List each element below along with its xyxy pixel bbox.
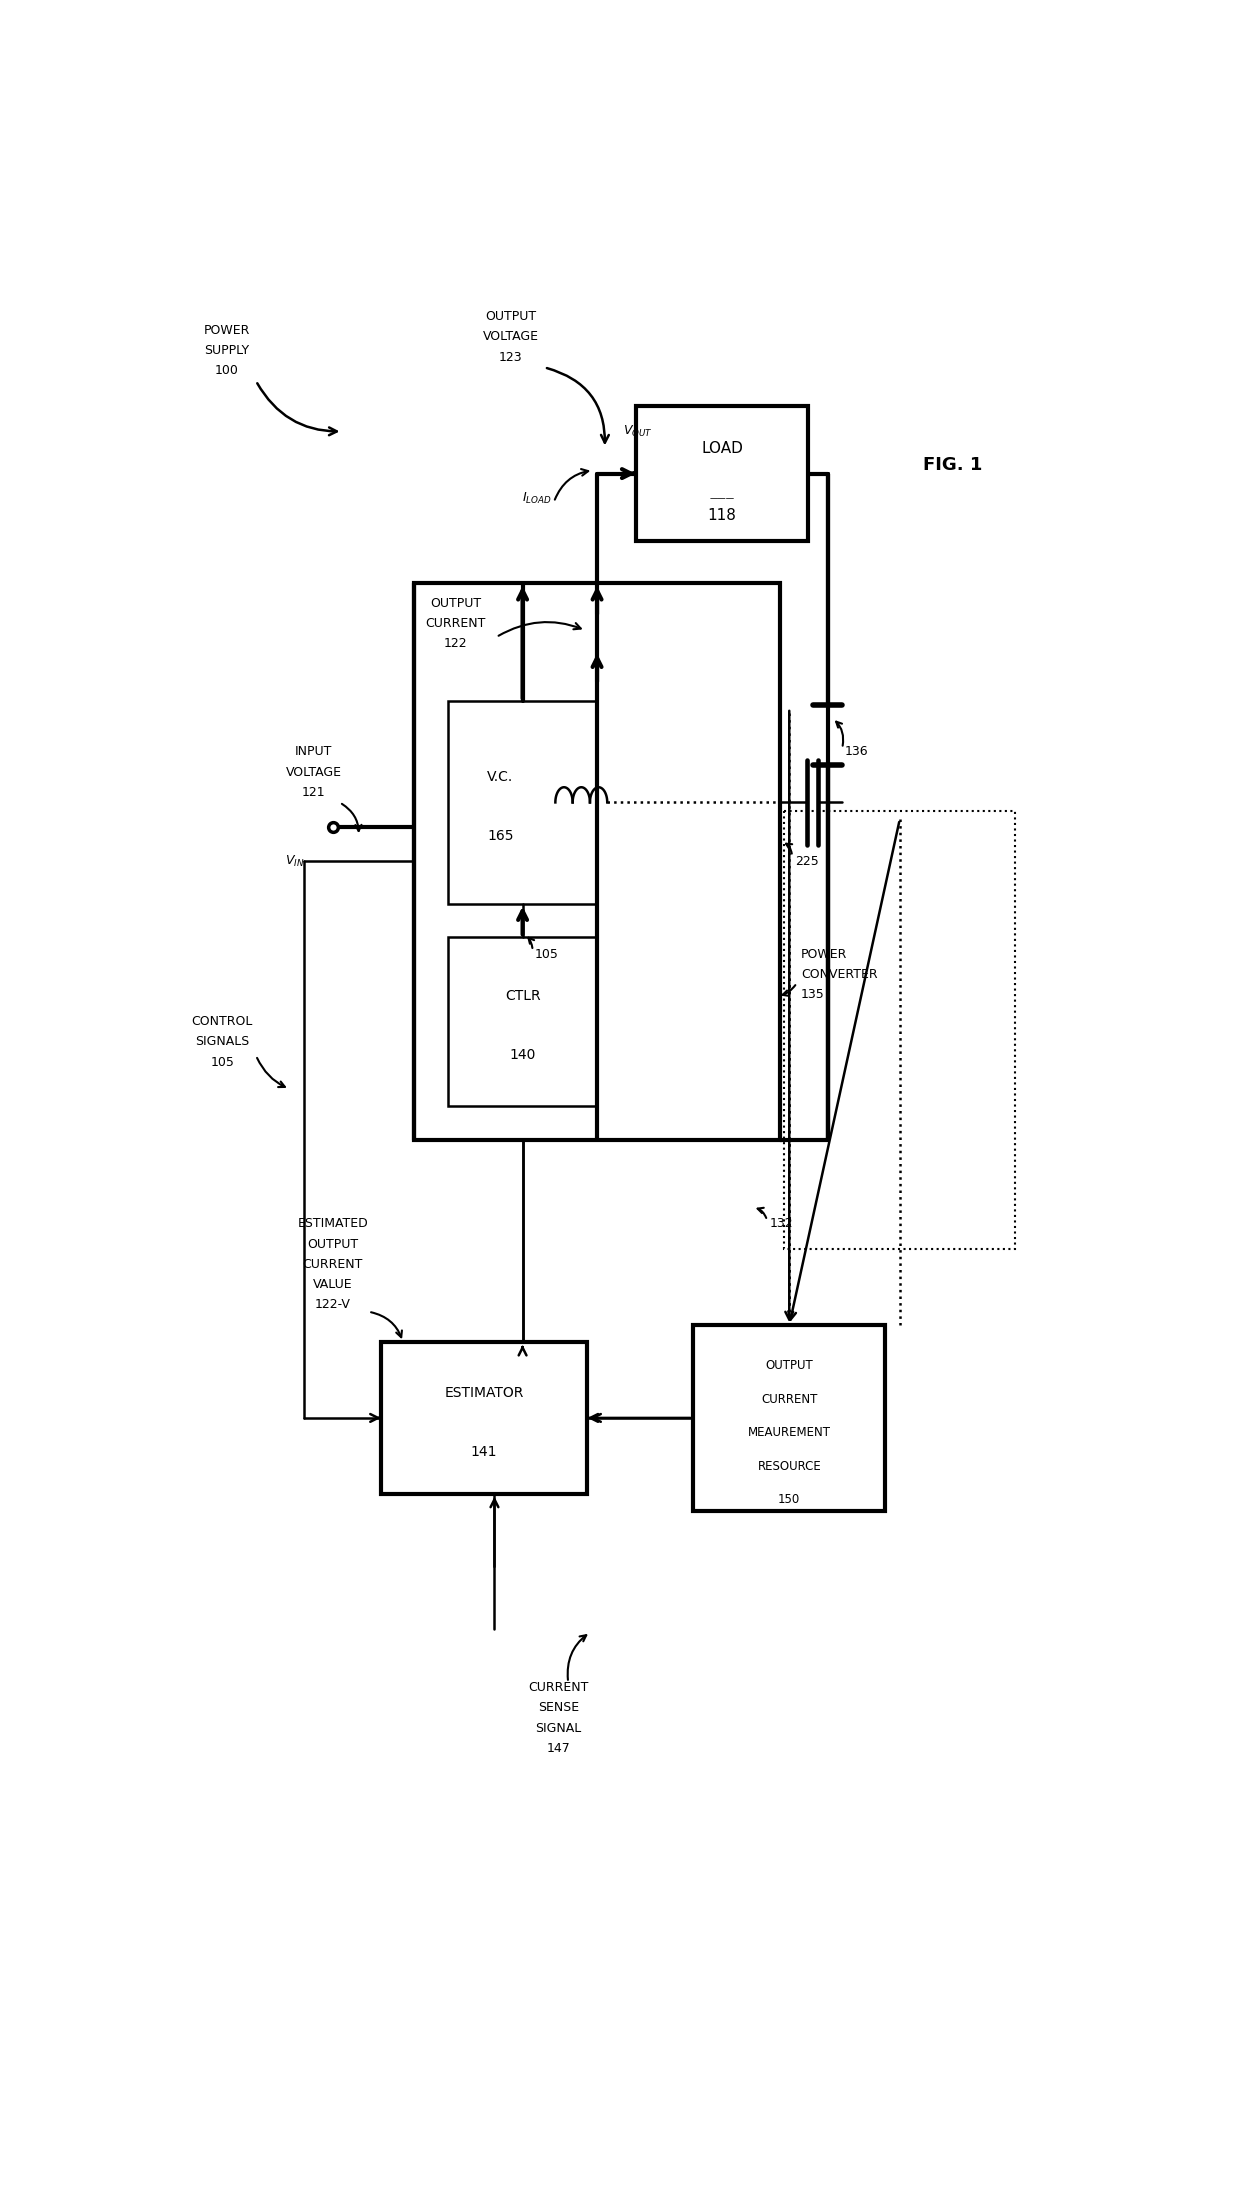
- Text: INPUT: INPUT: [295, 745, 332, 758]
- Text: CONVERTER: CONVERTER: [801, 968, 878, 981]
- Bar: [635, 405, 808, 541]
- Text: 123: 123: [498, 350, 522, 364]
- Text: OUTPUT: OUTPUT: [430, 598, 481, 611]
- Text: SUPPLY: SUPPLY: [205, 344, 249, 357]
- Bar: [448, 701, 596, 904]
- Text: $I_{LOAD}$: $I_{LOAD}$: [522, 491, 552, 506]
- Text: 147: 147: [547, 1741, 570, 1754]
- Text: ESTIMATED: ESTIMATED: [298, 1218, 368, 1231]
- Text: VOLTAGE: VOLTAGE: [482, 331, 538, 344]
- Text: CURRENT: CURRENT: [425, 618, 486, 631]
- Text: 165: 165: [487, 830, 513, 843]
- Text: CURRENT: CURRENT: [761, 1393, 817, 1406]
- Text: POWER: POWER: [801, 948, 847, 961]
- Text: CTLR: CTLR: [505, 990, 541, 1003]
- Bar: [414, 583, 780, 1139]
- Text: 136: 136: [844, 745, 869, 758]
- Text: $V_{OUT}$: $V_{OUT}$: [622, 425, 652, 438]
- Text: VALUE: VALUE: [312, 1279, 352, 1292]
- Text: CURRENT: CURRENT: [528, 1682, 589, 1695]
- Text: SIGNAL: SIGNAL: [536, 1721, 582, 1734]
- Text: MEAUREMENT: MEAUREMENT: [748, 1426, 831, 1439]
- Text: $V_{IN}$: $V_{IN}$: [284, 854, 304, 869]
- Text: SENSE: SENSE: [538, 1702, 579, 1715]
- Text: 135: 135: [801, 988, 825, 1001]
- Bar: [693, 1325, 885, 1511]
- Text: CONTROL: CONTROL: [192, 1016, 253, 1027]
- Text: RESOURCE: RESOURCE: [758, 1461, 821, 1472]
- Text: 122: 122: [444, 637, 467, 650]
- Text: VOLTAGE: VOLTAGE: [285, 766, 341, 780]
- Bar: [785, 810, 1016, 1248]
- Text: CURRENT: CURRENT: [303, 1257, 363, 1270]
- Text: OUTPUT: OUTPUT: [485, 311, 536, 324]
- Text: 150: 150: [779, 1494, 800, 1507]
- Text: FIG. 1: FIG. 1: [923, 456, 982, 475]
- Text: V.C.: V.C.: [487, 771, 513, 784]
- Text: 105: 105: [211, 1056, 234, 1069]
- Text: LOAD: LOAD: [701, 440, 743, 456]
- Bar: [448, 937, 596, 1106]
- Text: SIGNALS: SIGNALS: [195, 1036, 249, 1049]
- Text: 140: 140: [510, 1049, 536, 1062]
- Text: OUTPUT: OUTPUT: [765, 1360, 813, 1373]
- Text: 105: 105: [534, 948, 558, 961]
- Text: 141: 141: [471, 1445, 497, 1459]
- Text: 225: 225: [795, 854, 818, 867]
- Text: ESTIMATOR: ESTIMATOR: [444, 1386, 523, 1399]
- Text: 132: 132: [770, 1218, 794, 1231]
- Text: ———: ———: [709, 495, 734, 504]
- Text: 118: 118: [708, 508, 737, 523]
- Text: OUTPUT: OUTPUT: [308, 1237, 358, 1250]
- Text: POWER: POWER: [203, 324, 250, 337]
- Text: 122-V: 122-V: [315, 1299, 351, 1312]
- Text: 121: 121: [301, 786, 325, 799]
- Text: 100: 100: [215, 364, 239, 377]
- Bar: [381, 1342, 588, 1494]
